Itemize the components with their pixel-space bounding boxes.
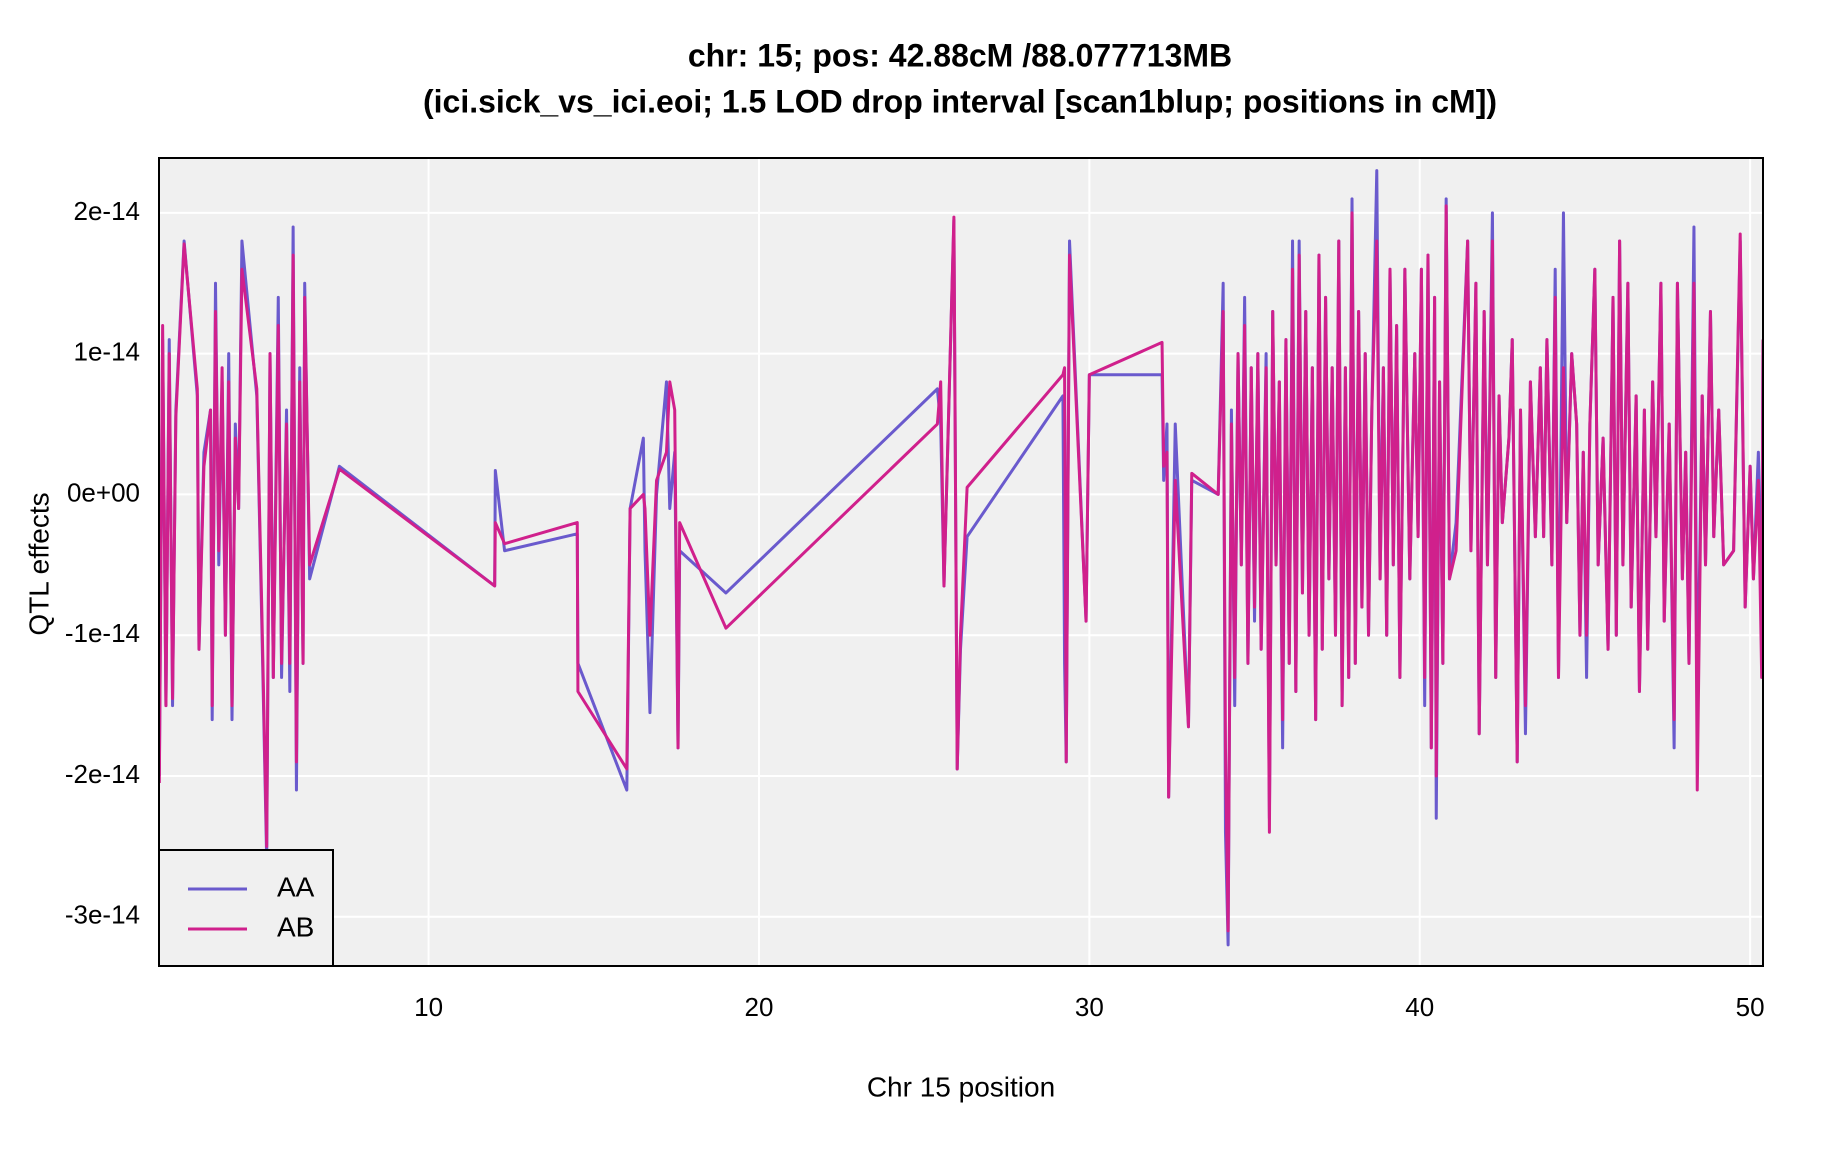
x-tick-label: 30 (1075, 992, 1104, 1022)
legend-box (158, 849, 334, 967)
x-tick-label: 20 (745, 992, 774, 1022)
y-axis-label: QTL effects (23, 492, 54, 635)
x-tick-label: 10 (414, 992, 443, 1022)
y-tick-label: 2e-14 (74, 196, 141, 226)
plot-border (158, 157, 1764, 967)
chart-title: chr: 15; pos: 42.88cM /88.077713MB (688, 37, 1232, 73)
legend-label: AA (277, 871, 315, 902)
x-tick-label: 50 (1736, 992, 1765, 1022)
y-tick-label: 0e+00 (67, 477, 140, 507)
ticks: 10 20 30 40 50 -3e-14 -2e-14 -1e-14 0e+00 1e-14 2e… (65, 196, 1765, 1022)
lines (159, 169, 1763, 947)
legend: AA AB (158, 849, 334, 967)
y-tick-label: -1e-14 (65, 618, 140, 648)
grid (159, 158, 1763, 966)
y-tick-label: -2e-14 (65, 759, 140, 789)
y-tick-label: -3e-14 (65, 900, 140, 930)
x-axis-label: Chr 15 position (867, 1071, 1055, 1102)
legend-label: AB (277, 911, 314, 942)
x-tick-label: 40 (1405, 992, 1434, 1022)
series-line (159, 204, 1763, 933)
chart-subtitle: (ici.sick_vs_ici.eoi; 1.5 LOD drop inter… (423, 83, 1497, 119)
y-tick-label: 1e-14 (74, 337, 141, 367)
